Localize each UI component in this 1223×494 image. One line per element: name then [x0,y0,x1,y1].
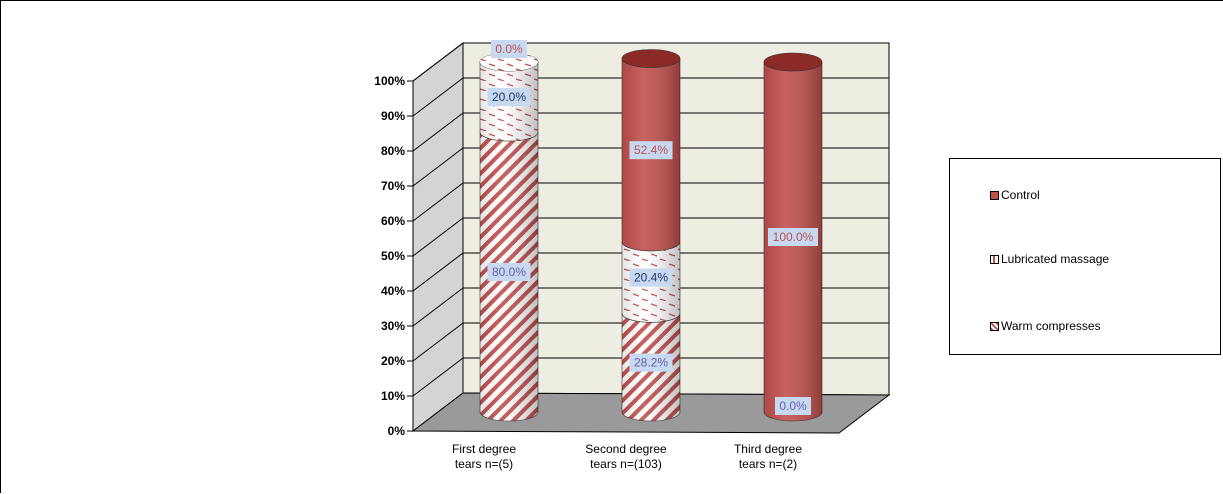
data-label: 52.4% [634,143,668,157]
gridline-side [412,42,464,82]
legend-swatch-warm-compresses [990,321,999,331]
data-label-bg [491,40,527,58]
y-tick-label: 60% [381,214,405,228]
legend-swatch-control [990,190,999,200]
data-label-second-degree-tears-n-103-control: 52.4% [629,141,673,160]
data-label: 20.4% [634,271,668,285]
data-label: 100.0% [773,230,814,244]
data-label: 0.0% [495,42,523,56]
data-label-bg [768,228,818,246]
stacked-cylinder-chart: 0% 10% 20% 30% 40% 50% 60% 70% 80% 90% 100% 80.0% 2… [374,40,891,471]
legend-label-control: Control [1001,188,1040,202]
gridline-side [412,217,464,257]
data-label-first-degree-tears-n-5-lubricated-massage: 20.0% [487,88,531,106]
data-label-second-degree-tears-n-103-lubricated-massage: 20.4% [629,268,673,287]
data-label: 20.0% [492,90,526,104]
y-tick-label: 0% [388,424,406,438]
legend-item-warm-compresses: Warm compresses [990,318,1101,334]
data-label-second-degree-tears-n-103-warm-compresses: 28.2% [629,353,673,372]
legend-swatch-lubricated-massage [990,254,999,264]
gridline-side [412,182,464,222]
y-tick-label: 50% [381,249,405,263]
category-label-line: Third degree [734,442,802,456]
gridline-side [412,252,464,292]
data-label-third-degree-tears-n-2-warm-compresses: 0.0% [775,397,811,415]
legend-label-warm-compresses: Warm compresses [1001,319,1101,333]
gridline-side [412,77,464,117]
data-label-bg [629,268,673,287]
category-label-line: tears n=(2) [739,457,797,471]
legend-item-control: Control [990,187,1040,203]
legend-label-lubricated-massage: Lubricated massage [1001,252,1110,266]
data-label-first-degree-tears-n-5-warm-compresses: 80.0% [487,263,531,281]
data-label-bg [487,263,531,281]
gridline-side [412,357,464,397]
data-label-bg [775,397,811,415]
data-label: 80.0% [492,265,526,279]
data-label-first-degree-tears-n-5-control: 0.0% [491,40,527,58]
data-label: 0.0% [779,399,807,413]
y-tick-label: 100% [374,74,405,88]
y-axis: 0% 10% 20% 30% 40% 50% 60% 70% 80% 90% 100% [374,74,414,438]
data-label-bg [487,88,531,106]
legend-item-lubricated-massage: Lubricated massage [990,251,1109,267]
y-tick-label: 70% [381,179,405,193]
y-tick-label: 90% [381,109,405,123]
bar-cap-third-degree-tears-n-2 [763,52,823,72]
data-label: 28.2% [634,356,668,370]
gridline-side [412,147,464,187]
legend: Control Lubricated massage Warm compress… [949,158,1221,355]
category-label-line: tears n=(5) [455,457,513,471]
y-tick-label: 30% [381,319,405,333]
y-tick-label: 10% [381,389,405,403]
category-label-line: First degree [452,442,516,456]
category-label-line: tears n=(103) [590,457,662,471]
category-label-line: Second degree [585,442,667,456]
y-tick-label: 40% [381,284,405,298]
gridline-side [412,112,464,152]
y-tick-label: 80% [381,144,405,158]
data-labels: 80.0% 20.0% 0.0% 28.2% 20.4% 52.4% 0.0% 100.0% [487,40,818,415]
gridline-side [412,287,464,327]
y-tick-label: 20% [381,354,405,368]
gridline-side [412,322,464,362]
data-label-third-degree-tears-n-2-control: 100.0% [768,228,818,246]
data-label-bg [629,353,673,372]
bar-cap-second-degree-tears-n-103 [621,49,681,68]
data-label-bg [629,141,673,160]
